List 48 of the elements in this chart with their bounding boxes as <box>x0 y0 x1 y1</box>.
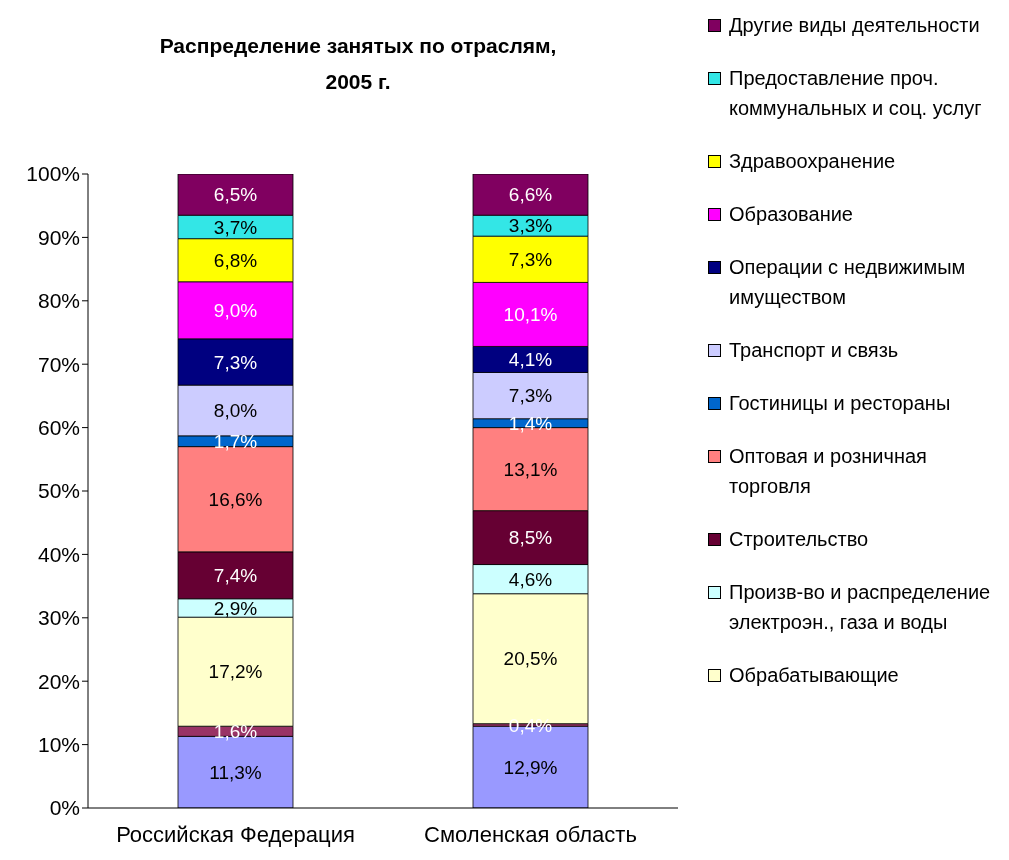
legend-label: Обрабатывающие <box>729 663 899 688</box>
legend-label: Образование <box>729 202 853 227</box>
y-tick-label: 40% <box>37 542 80 566</box>
y-tick-label: 30% <box>37 606 80 630</box>
data-label: 8,0% <box>213 400 258 422</box>
data-label: 9,0% <box>213 300 258 322</box>
legend-label: Транспорт и связь <box>729 338 899 363</box>
data-label: 0,4% <box>508 714 553 736</box>
data-label: 11,3% <box>209 761 262 783</box>
data-label: 8,5% <box>508 527 553 549</box>
y-tick-label: 80% <box>37 289 80 313</box>
y-tick-label: 60% <box>37 416 80 440</box>
y-tick-label: 20% <box>37 669 80 693</box>
y-tick-label: 100% <box>26 162 80 186</box>
data-label: 3,7% <box>213 216 258 238</box>
data-label: 17,2% <box>208 661 263 683</box>
data-label: 7,4% <box>213 565 258 587</box>
chart-title: Распределение занятых по отраслям, 2005 г. <box>158 33 558 95</box>
y-tick-label: 10% <box>37 733 80 757</box>
data-label: 16,6% <box>208 488 263 510</box>
data-label: 7,3% <box>213 351 258 373</box>
y-tick-label: 0% <box>49 796 80 820</box>
data-label: 10,1% <box>503 304 558 326</box>
data-label: 7,3% <box>508 385 553 407</box>
y-tick-label: 90% <box>37 225 80 249</box>
data-label: 6,8% <box>213 249 258 271</box>
legend-label: Здравоохранение <box>729 149 896 174</box>
data-label: 7,3% <box>508 249 553 271</box>
data-label: 4,6% <box>508 568 553 590</box>
data-label: 12,9% <box>503 756 558 778</box>
legend-label: Оптовая и розничная торговля <box>729 444 928 499</box>
legend-label: Строительство <box>729 527 869 552</box>
y-tick-label: 70% <box>37 352 80 376</box>
data-label: 20,5% <box>503 648 558 670</box>
data-label: 2,9% <box>213 597 258 619</box>
legend-label: Операции с недвижимым имуществом <box>729 255 967 310</box>
legend-label: Другие виды деятельности <box>729 13 980 38</box>
data-label: 6,5% <box>213 184 258 206</box>
data-label: 4,1% <box>508 349 553 371</box>
y-tick-label: 50% <box>37 479 80 503</box>
x-tick-label: Смоленская область <box>424 821 637 847</box>
legend-label: Предоставление проч. коммунальных и соц. услуг <box>729 66 983 121</box>
legend-label: Произв-во и распределение электроэн., газа и воды <box>729 580 992 635</box>
data-label: 6,6% <box>508 184 553 206</box>
legend-label: Гостиницы и рестораны <box>729 391 951 416</box>
data-label: 3,3% <box>508 215 553 237</box>
data-label: 13,1% <box>503 458 558 480</box>
x-tick-label: Российская Федерация <box>116 821 355 847</box>
